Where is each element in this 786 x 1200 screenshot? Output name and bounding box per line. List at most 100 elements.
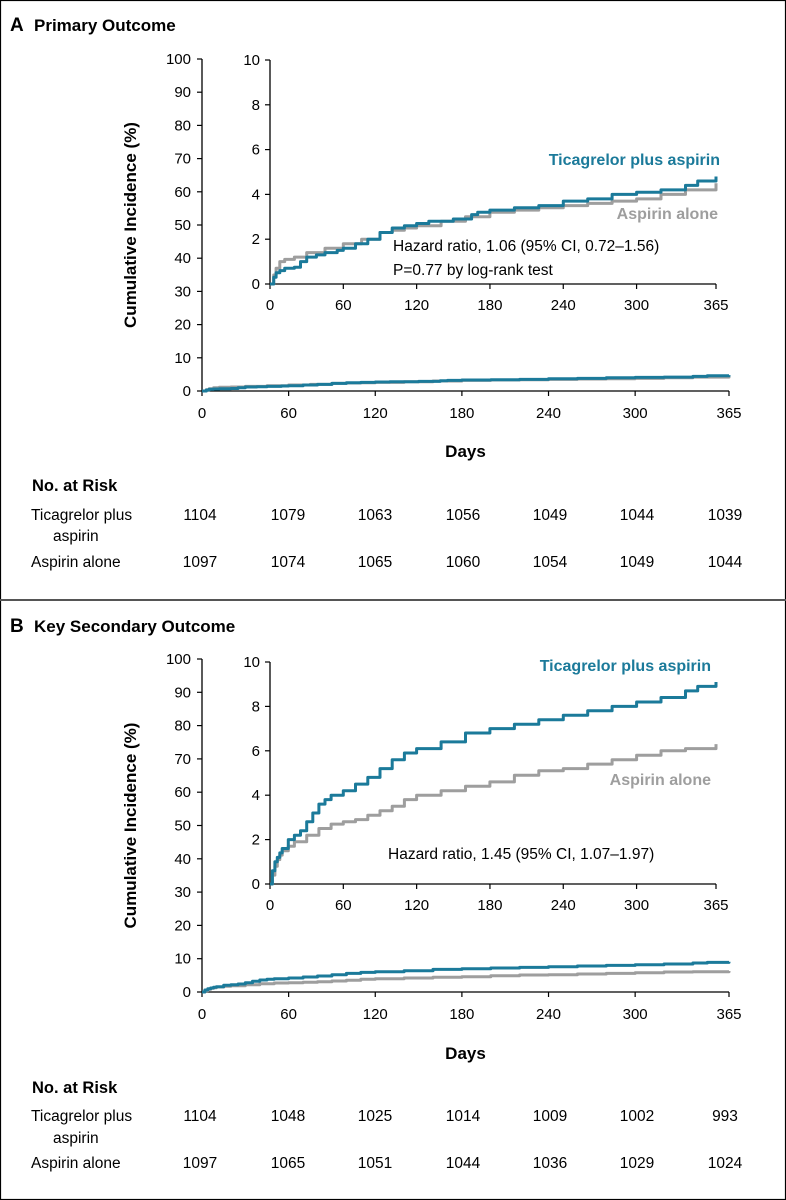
risk-value: 1048 — [271, 1108, 305, 1125]
inset-x-tick-label: 180 — [477, 297, 502, 314]
main-series-ticagrelor-line — [202, 960, 731, 994]
x-axis-title: Days — [445, 1044, 486, 1063]
series-label-aspirin: Aspirin alone — [610, 772, 711, 789]
x-tick-label: 240 — [536, 1006, 561, 1023]
risk-value: 1065 — [358, 554, 392, 571]
inset-y-tick-label: 10 — [243, 654, 260, 671]
inset-y-tick-label: 10 — [243, 52, 260, 69]
risk-row-label: Aspirin alone — [31, 1155, 121, 1172]
y-tick-label: 60 — [174, 784, 191, 801]
y-tick-label: 30 — [174, 884, 191, 901]
inset-x-tick-label: 240 — [551, 297, 576, 314]
inset-x-tick-label: 365 — [703, 297, 728, 314]
x-tick-label: 60 — [280, 405, 297, 422]
x-tick-label: 120 — [363, 1006, 388, 1023]
y-tick-label: 100 — [166, 51, 191, 68]
risk-value: 1063 — [358, 507, 392, 524]
y-tick-label: 0 — [183, 984, 191, 1001]
panel-letter: B — [10, 616, 24, 637]
inset-x-tick-label: 0 — [266, 897, 274, 914]
y-tick-label: 100 — [166, 651, 191, 668]
inset-x-tick-label: 180 — [477, 897, 502, 914]
y-tick-label: 40 — [174, 851, 191, 868]
risk-value: 1014 — [446, 1108, 481, 1125]
risk-table: No. at Risk Ticagrelor plus aspirin 1104 104… — [31, 1079, 743, 1172]
risk-row-label: aspirin — [53, 528, 99, 545]
inset-x-tick-label: 60 — [335, 297, 352, 314]
panel-title: Primary Outcome — [34, 16, 176, 35]
inset-y-tick-label: 4 — [252, 186, 260, 203]
y-tick-label: 90 — [174, 84, 191, 101]
risk-value: 1049 — [620, 554, 654, 571]
x-tick-label: 180 — [449, 405, 474, 422]
risk-table-title: No. at Risk — [32, 1079, 118, 1097]
y-tick-label: 80 — [174, 117, 191, 134]
y-tick-label: 90 — [174, 684, 191, 701]
risk-value: 1051 — [358, 1155, 392, 1172]
risk-value: 1044 — [620, 507, 655, 524]
risk-row-label: Ticagrelor plus — [31, 507, 132, 524]
series-label-ticagrelor: Ticagrelor plus aspirin — [540, 658, 711, 675]
risk-value: 1074 — [271, 554, 306, 571]
y-tick-label: 20 — [174, 917, 191, 934]
panel-title: Key Secondary Outcome — [34, 617, 235, 636]
risk-value: 1044 — [446, 1155, 481, 1172]
risk-row: Ticagrelor plus aspirin 1104 1079 1063 1056 10… — [31, 507, 742, 545]
y-tick-label: 80 — [174, 718, 191, 735]
inset-series-aspirin-line — [270, 744, 718, 886]
inset-y-tick-label: 8 — [252, 97, 260, 114]
inset-series-ticagrelor-line — [270, 176, 718, 286]
inset-y-tick-label: 2 — [252, 832, 260, 849]
risk-row-label: Ticagrelor plus — [31, 1108, 132, 1125]
inset-y-tick-label: 6 — [252, 743, 260, 760]
y-tick-label: 40 — [174, 250, 191, 267]
inset-series-ticagrelor-line — [270, 682, 718, 886]
risk-value: 1036 — [533, 1155, 567, 1172]
y-tick-label: 10 — [174, 951, 191, 968]
risk-value: 1044 — [708, 554, 743, 571]
risk-value: 1104 — [183, 1108, 217, 1125]
main-series-aspirin-line — [202, 970, 731, 994]
inset-x-tick-label: 120 — [404, 897, 429, 914]
inset-x-tick-label: 300 — [624, 297, 649, 314]
y-tick-label: 10 — [174, 350, 191, 367]
x-tick-label: 180 — [449, 1006, 474, 1023]
risk-value: 1060 — [446, 554, 481, 571]
y-tick-label: 30 — [174, 283, 191, 300]
x-tick-label: 300 — [623, 1006, 648, 1023]
inset-y-tick-label: 6 — [252, 142, 260, 159]
risk-row-label: aspirin — [53, 1130, 99, 1147]
inset-x-tick-label: 120 — [404, 297, 429, 314]
risk-value: 993 — [712, 1108, 738, 1125]
x-tick-label: 0 — [198, 405, 206, 422]
annotation-line: Hazard ratio, 1.06 (95% CI, 0.72–1.56) — [393, 238, 659, 255]
x-tick-label: 120 — [363, 405, 388, 422]
inset-y-tick-label: 0 — [252, 876, 260, 893]
risk-value: 1025 — [358, 1108, 392, 1125]
inset-series-aspirin-line — [270, 183, 718, 286]
x-tick-label: 240 — [536, 405, 561, 422]
inset-x-tick-label: 0 — [266, 297, 274, 314]
y-tick-label: 70 — [174, 751, 191, 768]
risk-value: 1104 — [183, 507, 217, 524]
y-tick-label: 70 — [174, 151, 191, 168]
risk-value: 1065 — [271, 1155, 305, 1172]
inset-y-tick-label: 8 — [252, 698, 260, 715]
risk-table-title: No. at Risk — [32, 477, 118, 495]
inset: 0 2 4 6 8 10 0 60 120 180 240 300 365 Ticagrelor plus… — [243, 654, 728, 914]
y-axis-title: Cumulative Incidence (%) — [121, 723, 140, 929]
x-tick-label: 365 — [716, 1006, 741, 1023]
risk-value: 1097 — [183, 1155, 217, 1172]
risk-row-label: Aspirin alone — [31, 554, 121, 571]
main-series-ticagrelor-line — [202, 374, 731, 393]
risk-value: 1056 — [446, 507, 480, 524]
risk-value: 1054 — [533, 554, 568, 571]
inset-x-tick-label: 240 — [551, 897, 576, 914]
risk-row: Aspirin alone 1097 1065 1051 1044 1036 1029 102… — [31, 1155, 743, 1172]
risk-value: 1079 — [271, 507, 305, 524]
y-axis-title: Cumulative Incidence (%) — [121, 122, 140, 328]
risk-value: 1009 — [533, 1108, 567, 1125]
